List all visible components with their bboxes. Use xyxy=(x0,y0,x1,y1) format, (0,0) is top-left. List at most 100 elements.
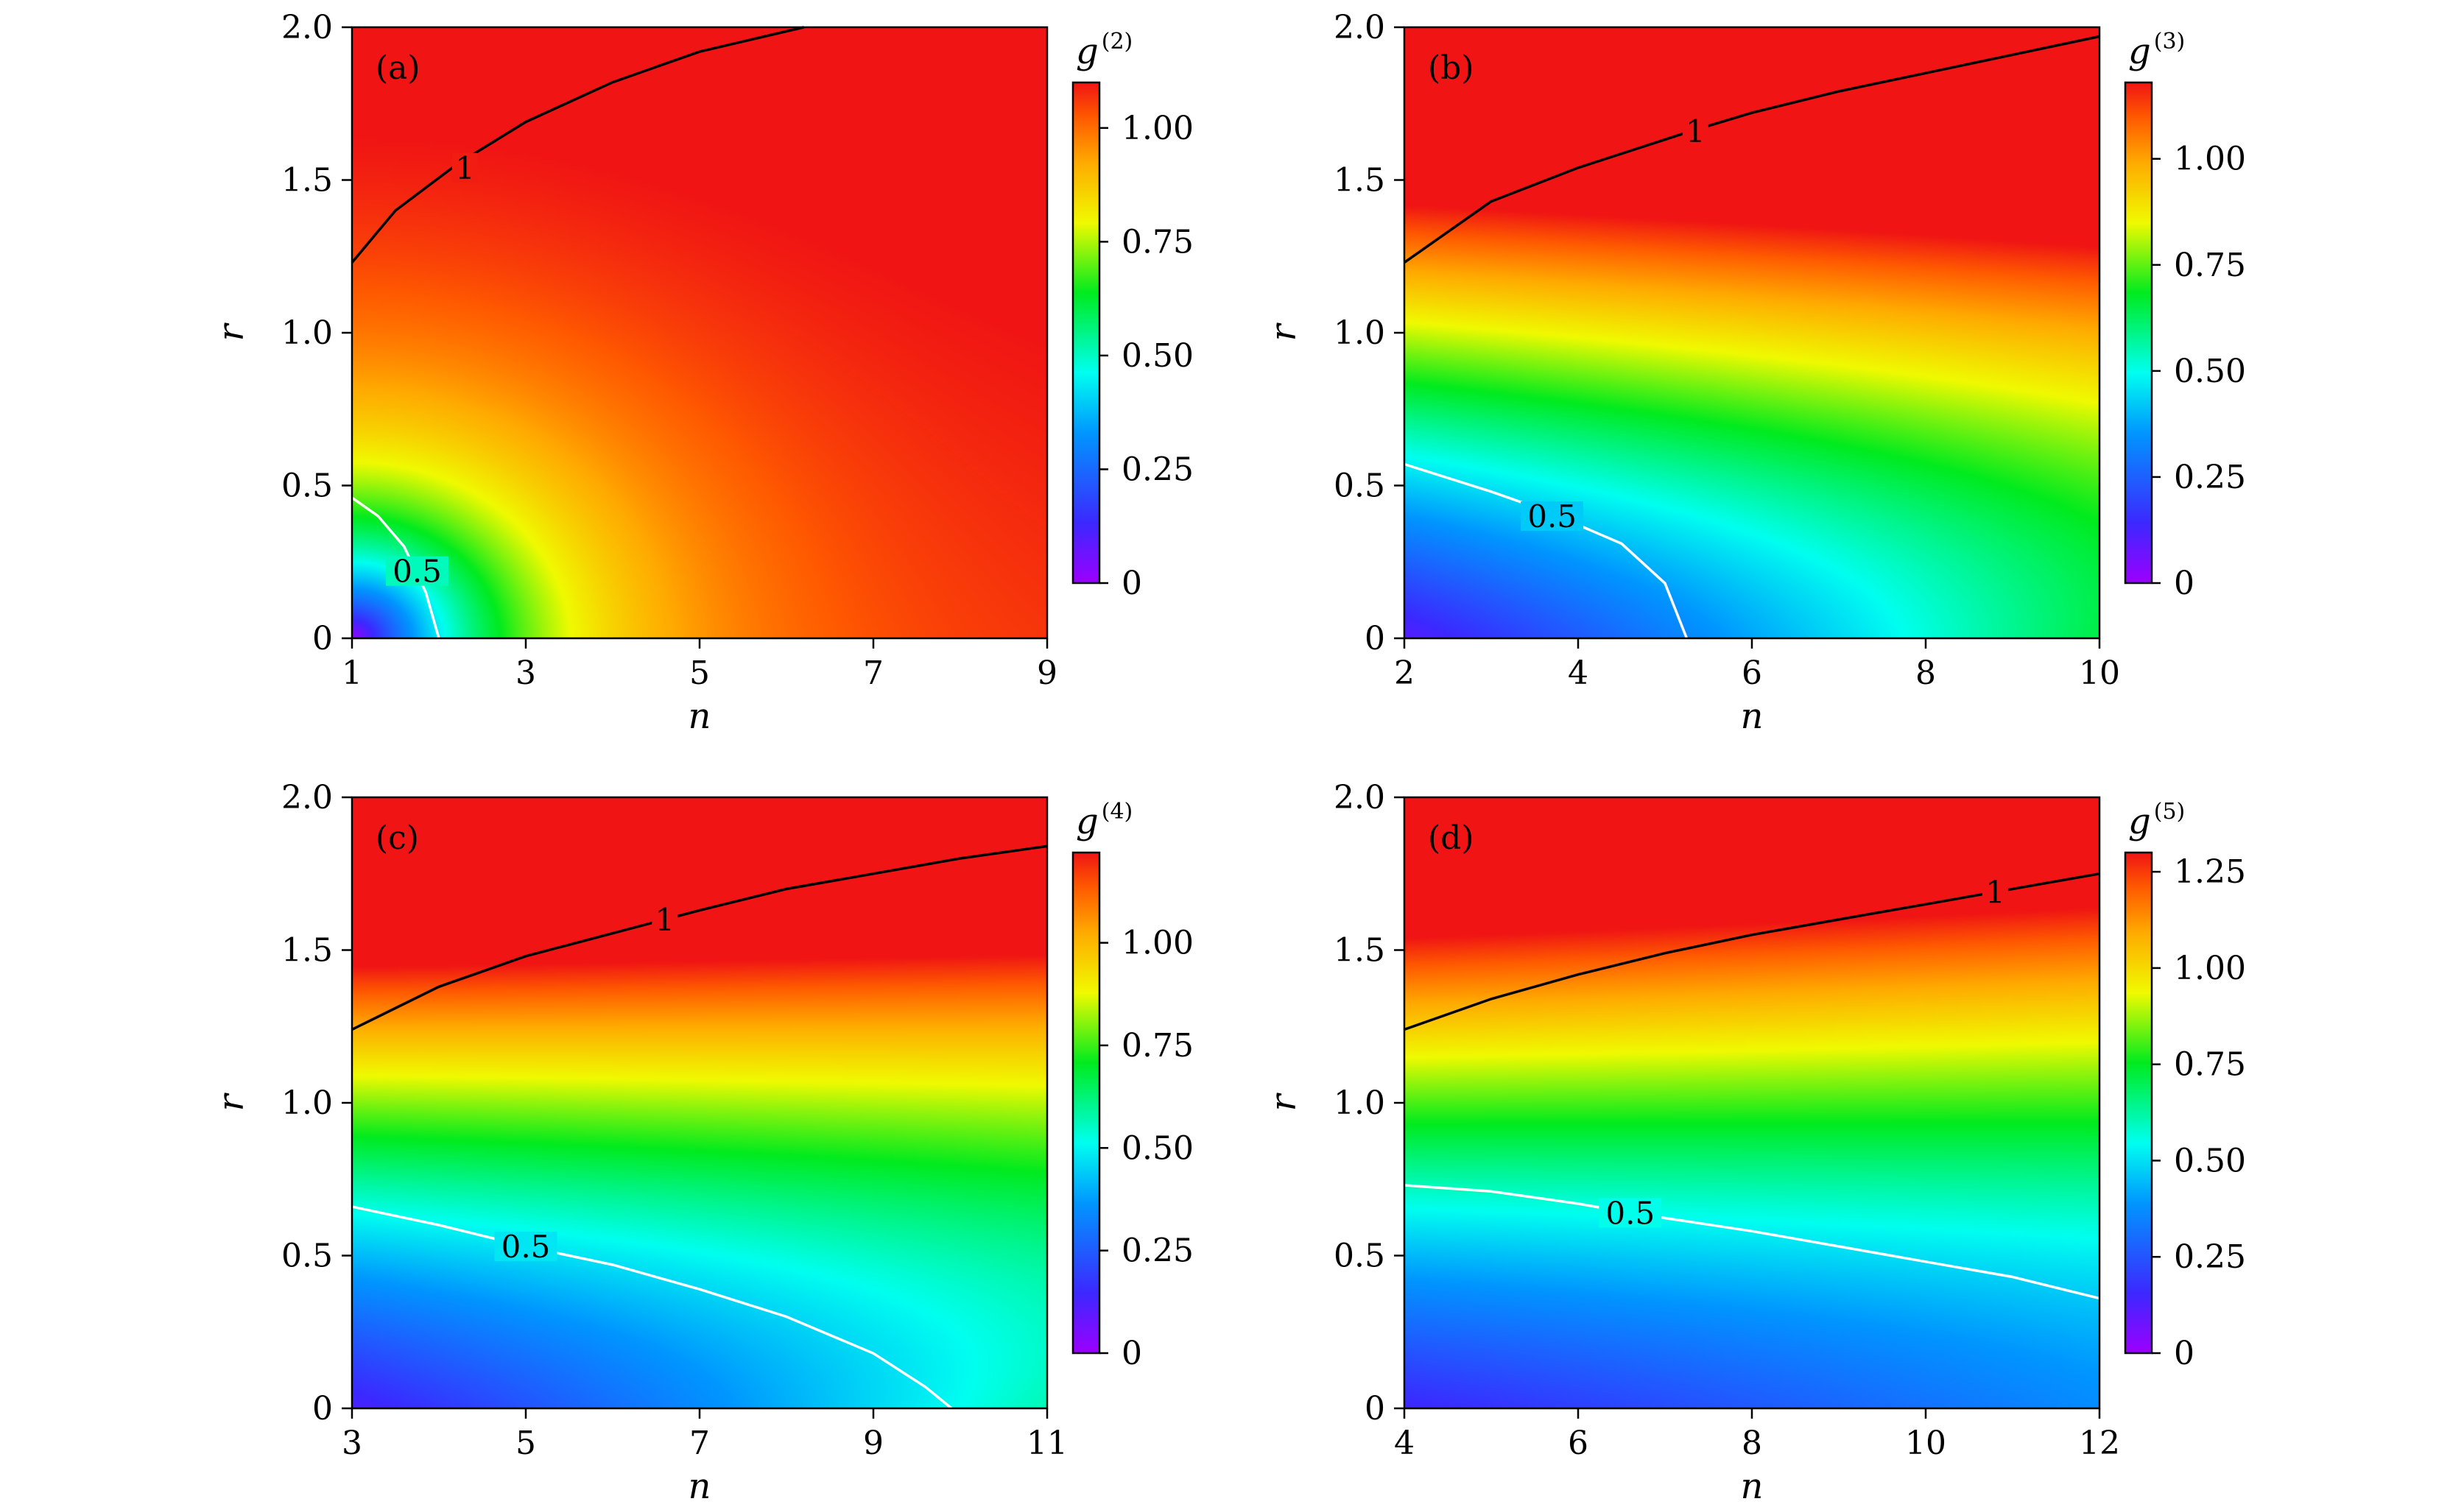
colorbar-tick-label: 0.50 xyxy=(2174,1142,2246,1179)
x-tick-label: 8 xyxy=(1742,1425,1762,1462)
colorbar-tick-label: 1.25 xyxy=(2174,853,2246,891)
colorbar-tick-label: 0.25 xyxy=(1122,1232,1194,1270)
x-tick-label: 9 xyxy=(863,1425,884,1462)
colorbar-title-order: (3) xyxy=(2154,29,2186,54)
x-axis-label: n xyxy=(1741,696,1764,737)
colorbar-title-symbol: g xyxy=(1076,801,1099,842)
colorbar-tick-label: 0.50 xyxy=(2174,353,2246,390)
contour-line-1 xyxy=(351,844,1048,1031)
colorbar-tick-label: 0.75 xyxy=(2174,247,2246,284)
colorbar-title-symbol: g xyxy=(2128,801,2151,842)
colorbar-title: g (4) xyxy=(1076,799,1133,842)
x-tick-label: 7 xyxy=(689,1425,710,1462)
colorbar-tick-label: 0 xyxy=(2174,1335,2194,1372)
contour-label: 1 xyxy=(455,150,475,186)
y-axis-label: r xyxy=(1263,322,1304,341)
x-axis-label: n xyxy=(689,1466,711,1507)
contour-line-0.5 xyxy=(351,496,440,639)
panel-label: (c) xyxy=(376,819,419,857)
contour-label-backdrop xyxy=(1682,116,1708,147)
contour-label-backdrop xyxy=(1982,877,2008,907)
x-tick-label: 4 xyxy=(1394,1425,1415,1462)
contour-label-backdrop xyxy=(1521,501,1584,531)
colorbar xyxy=(1071,851,1101,1355)
y-tick-label: 0.5 xyxy=(281,1238,333,1275)
y-tick-label: 0.5 xyxy=(1334,467,1385,505)
colorbar-tick-label: 0.75 xyxy=(1122,1027,1194,1065)
x-tick-label: 4 xyxy=(1568,654,1588,692)
colorbar-tick-label: 0.25 xyxy=(2174,459,2246,496)
colorbar-title-order: (2) xyxy=(1102,29,1133,54)
x-tick-label: 8 xyxy=(1915,654,1936,692)
y-tick-label: 1.5 xyxy=(1334,162,1385,200)
colorbar-title-symbol: g xyxy=(2128,31,2151,72)
colorbar xyxy=(1071,81,1101,585)
y-tick-label: 2.0 xyxy=(281,9,333,46)
contour-label: 0.5 xyxy=(393,554,442,590)
x-tick-label: 3 xyxy=(342,1425,362,1462)
x-axis-label: n xyxy=(1741,1466,1764,1507)
x-tick-label: 6 xyxy=(1742,654,1762,692)
y-tick-label: 1.0 xyxy=(281,1084,333,1122)
contour-label: 0.5 xyxy=(1605,1195,1655,1231)
y-tick-label: 1.5 xyxy=(281,162,333,200)
x-tick-label: 2 xyxy=(1394,654,1415,692)
x-tick-label: 1 xyxy=(342,654,362,692)
x-axis-label: n xyxy=(689,696,711,737)
colorbar-tick-label: 0 xyxy=(2174,565,2194,602)
y-tick-label: 2.0 xyxy=(281,779,333,816)
x-tick-label: 3 xyxy=(515,654,536,692)
colorbar-tick-label: 1.00 xyxy=(1122,925,1194,962)
y-tick-label: 1.0 xyxy=(1334,314,1385,352)
colorbar-title: g (3) xyxy=(2128,29,2185,72)
contour-label-backdrop xyxy=(451,152,478,183)
x-tick-label: 11 xyxy=(1027,1425,1068,1462)
heatmap-field xyxy=(352,797,1047,1408)
y-tick-label: 0.5 xyxy=(1334,1238,1385,1275)
colorbar-title: g (2) xyxy=(1076,29,1133,72)
y-tick-label: 2.0 xyxy=(1334,9,1385,46)
y-tick-label: 0 xyxy=(312,1390,333,1427)
y-axis-label: r xyxy=(1263,1092,1304,1111)
colorbar-title-order: (4) xyxy=(1102,799,1133,825)
colorbar xyxy=(2124,851,2153,1355)
x-tick-label: 10 xyxy=(1905,1425,1946,1462)
colorbar-tick-label: 0.25 xyxy=(1122,451,1194,488)
colorbar-tick-label: 1.00 xyxy=(2174,950,2246,987)
colorbar-tick-label: 0.75 xyxy=(1122,223,1194,261)
colorbar xyxy=(2124,81,2153,585)
heatmap-field xyxy=(352,27,1047,638)
contour-line-1 xyxy=(351,26,804,264)
colorbar-title-order: (5) xyxy=(2154,799,2186,825)
contour-line-1 xyxy=(1404,872,2100,1031)
contour-label-backdrop xyxy=(1599,1198,1662,1228)
y-tick-label: 0 xyxy=(312,620,333,657)
colorbar-tick-label: 0.50 xyxy=(1122,337,1194,375)
contour-line-0.5 xyxy=(1404,1184,2100,1300)
panel-label: (d) xyxy=(1428,819,1474,857)
colorbar-title-symbol: g xyxy=(1076,31,1099,72)
panel-c: 1 0.5 (c) 3 5 7 9 11 n 0 0.5 1.0 1.5 2.0 r 0 0.25 0.50 0.7… xyxy=(211,779,1194,1507)
panel-b: 1 0.5 (b) 2 4 6 8 10 n 0 0.5 1.0 1.5 2.0 r 0 0.25 0.50 0.7… xyxy=(1263,9,2246,737)
colorbar-tick-label: 0.75 xyxy=(2174,1046,2246,1084)
y-tick-label: 0.5 xyxy=(281,467,333,505)
colorbar-tick-label: 1.00 xyxy=(2174,141,2246,178)
colorbar-title: g (5) xyxy=(2128,799,2185,842)
heatmap-field xyxy=(1404,27,2099,638)
y-tick-label: 1.5 xyxy=(1334,932,1385,970)
colorbar-tick-label: 0.25 xyxy=(2174,1238,2246,1276)
y-tick-label: 1.0 xyxy=(281,314,333,352)
x-tick-label: 10 xyxy=(2079,654,2120,692)
x-tick-label: 5 xyxy=(515,1425,536,1462)
x-tick-label: 12 xyxy=(2079,1425,2120,1462)
contour-label: 1 xyxy=(1686,113,1706,149)
colorbar-tick-label: 0.50 xyxy=(1122,1129,1194,1167)
y-axis-label: r xyxy=(211,322,252,341)
y-axis-label: r xyxy=(211,1092,252,1111)
panel-d: 1 0.5 (d) 4 6 8 10 12 n 0 0.5 1.0 1.5 2.0 r 0 0.25 0.50 0.… xyxy=(1263,779,2246,1507)
contour-line-0.5 xyxy=(351,1205,953,1410)
y-tick-label: 1.0 xyxy=(1334,1084,1385,1122)
x-tick-label: 7 xyxy=(863,654,884,692)
colorbar-tick-label: 1.00 xyxy=(1122,110,1194,147)
